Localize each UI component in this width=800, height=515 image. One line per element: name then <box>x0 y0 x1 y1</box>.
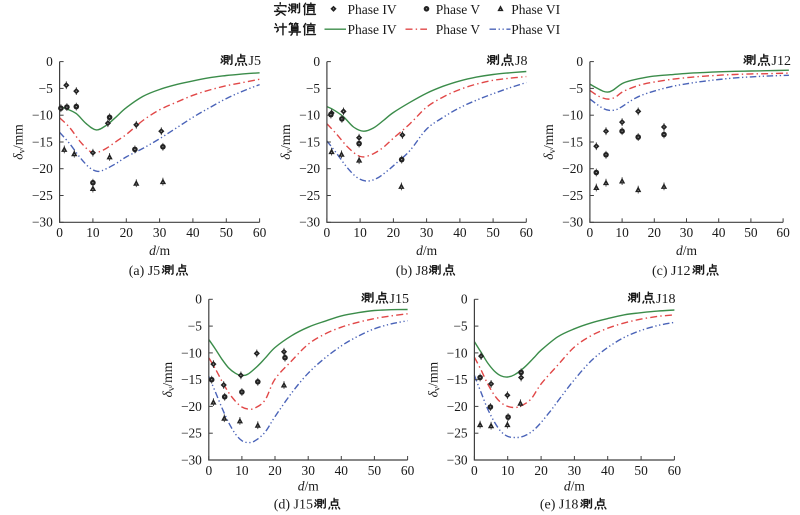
svg-text:δv/mm: δv/mm <box>541 124 557 160</box>
svg-text:60: 60 <box>668 463 682 478</box>
svg-text:30: 30 <box>568 463 582 478</box>
svg-text:40: 40 <box>186 225 200 240</box>
svg-text:d/m: d/m <box>298 478 320 493</box>
svg-text:30: 30 <box>680 225 694 240</box>
svg-text:−20: −20 <box>32 161 53 176</box>
svg-text:50: 50 <box>220 225 234 240</box>
svg-text:−20: −20 <box>181 399 202 414</box>
svg-text:20: 20 <box>268 463 282 478</box>
svg-text:d/m: d/m <box>149 243 171 258</box>
svg-text:δv/mm: δv/mm <box>11 124 27 160</box>
svg-text:50: 50 <box>368 463 382 478</box>
svg-text:10: 10 <box>235 463 249 478</box>
svg-text:60: 60 <box>401 463 415 478</box>
svg-text:−5: −5 <box>306 81 321 96</box>
svg-text:0: 0 <box>56 225 63 240</box>
svg-text:−10: −10 <box>562 108 583 123</box>
svg-text:60: 60 <box>253 225 267 240</box>
svg-text:50: 50 <box>744 225 758 240</box>
svg-text:(e) J18: (e) J18 <box>540 498 579 513</box>
svg-text:d/m: d/m <box>416 243 438 258</box>
svg-text:d/m: d/m <box>676 243 698 258</box>
svg-text:0: 0 <box>576 54 583 69</box>
svg-text:0: 0 <box>324 225 331 240</box>
svg-text:−20: −20 <box>299 161 320 176</box>
svg-text:0: 0 <box>461 292 468 307</box>
svg-text:J12: J12 <box>772 54 791 69</box>
svg-text:(d) J15: (d) J15 <box>274 498 313 513</box>
svg-text:−30: −30 <box>447 452 468 467</box>
svg-text:0: 0 <box>313 54 320 69</box>
svg-text:40: 40 <box>712 225 726 240</box>
svg-text:Phase VI: Phase VI <box>511 2 560 17</box>
svg-text:−10: −10 <box>181 345 202 360</box>
svg-text:−20: −20 <box>562 161 583 176</box>
svg-text:−25: −25 <box>299 188 320 203</box>
svg-text:−5: −5 <box>453 319 468 334</box>
svg-text:δv/mm: δv/mm <box>278 124 294 160</box>
svg-text:−5: −5 <box>569 81 584 96</box>
svg-text:0: 0 <box>46 54 53 69</box>
svg-text:−25: −25 <box>32 188 53 203</box>
svg-text:(c) J12: (c) J12 <box>652 264 691 279</box>
svg-text:40: 40 <box>335 463 349 478</box>
svg-text:δv/mm: δv/mm <box>425 361 441 397</box>
svg-text:40: 40 <box>453 225 467 240</box>
svg-text:20: 20 <box>648 225 662 240</box>
svg-text:(a) J5: (a) J5 <box>129 264 161 279</box>
svg-text:Phase VI: Phase VI <box>511 22 560 37</box>
svg-text:Phase IV: Phase IV <box>348 22 397 37</box>
svg-text:30: 30 <box>420 225 434 240</box>
svg-text:−25: −25 <box>447 426 468 441</box>
svg-text:60: 60 <box>776 225 790 240</box>
svg-text:−25: −25 <box>562 188 583 203</box>
svg-text:10: 10 <box>353 225 367 240</box>
svg-text:60: 60 <box>520 225 534 240</box>
svg-text:J15: J15 <box>390 292 409 307</box>
svg-text:30: 30 <box>153 225 167 240</box>
svg-text:J18: J18 <box>656 292 675 307</box>
svg-text:−15: −15 <box>181 372 202 387</box>
svg-text:0: 0 <box>587 225 594 240</box>
svg-text:−10: −10 <box>447 345 468 360</box>
svg-text:Phase IV: Phase IV <box>348 2 397 17</box>
svg-text:10: 10 <box>501 463 515 478</box>
svg-text:J8: J8 <box>515 54 527 69</box>
svg-text:δv/mm: δv/mm <box>160 361 176 397</box>
svg-text:−30: −30 <box>562 215 583 230</box>
svg-text:20: 20 <box>120 225 134 240</box>
svg-text:−15: −15 <box>32 134 53 149</box>
svg-text:0: 0 <box>471 463 478 478</box>
svg-text:−15: −15 <box>447 372 468 387</box>
svg-text:50: 50 <box>634 463 648 478</box>
svg-text:−30: −30 <box>299 215 320 230</box>
svg-text:−15: −15 <box>562 134 583 149</box>
svg-text:10: 10 <box>615 225 629 240</box>
svg-text:Phase V: Phase V <box>436 22 481 37</box>
svg-text:(b) J8: (b) J8 <box>396 264 428 279</box>
svg-text:50: 50 <box>486 225 500 240</box>
svg-text:0: 0 <box>205 463 212 478</box>
svg-text:−5: −5 <box>188 319 203 334</box>
svg-text:10: 10 <box>86 225 100 240</box>
svg-text:d/m: d/m <box>564 478 586 493</box>
svg-text:J5: J5 <box>249 54 261 69</box>
svg-text:−15: −15 <box>299 134 320 149</box>
svg-text:0: 0 <box>195 292 202 307</box>
svg-text:−10: −10 <box>32 108 53 123</box>
svg-text:−25: −25 <box>181 426 202 441</box>
svg-text:20: 20 <box>387 225 401 240</box>
svg-text:40: 40 <box>601 463 615 478</box>
svg-text:−10: −10 <box>299 108 320 123</box>
svg-text:−5: −5 <box>39 81 54 96</box>
svg-text:20: 20 <box>534 463 548 478</box>
svg-text:−30: −30 <box>181 452 202 467</box>
svg-text:−20: −20 <box>447 399 468 414</box>
svg-text:30: 30 <box>302 463 316 478</box>
svg-text:Phase V: Phase V <box>436 2 481 17</box>
svg-text:−30: −30 <box>32 215 53 230</box>
